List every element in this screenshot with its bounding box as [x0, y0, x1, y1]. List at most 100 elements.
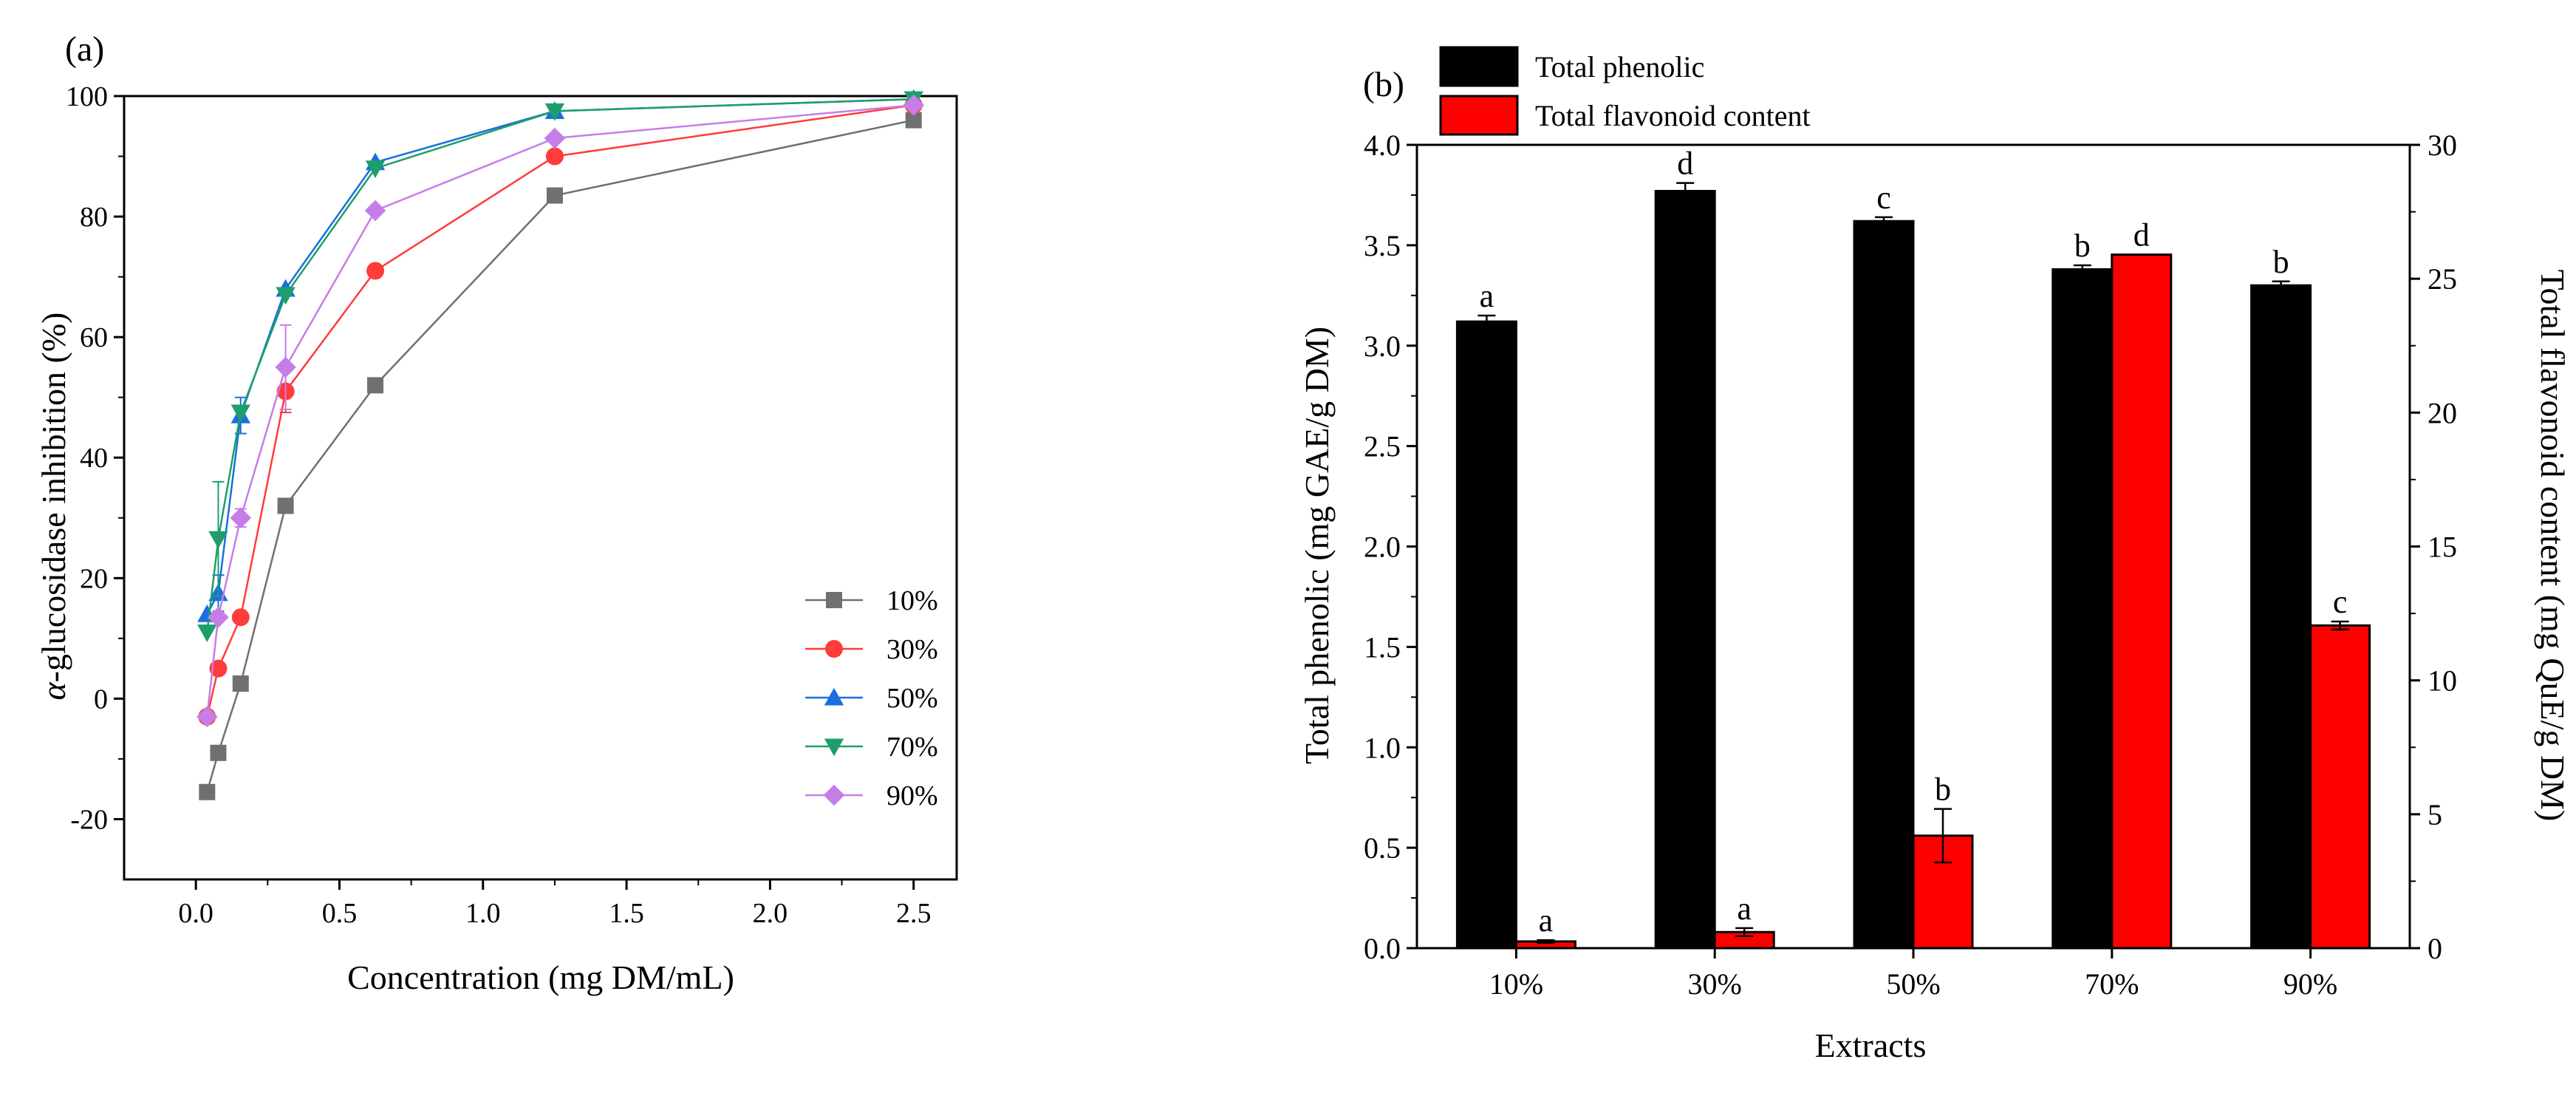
panel-a-data-point-90%	[903, 94, 925, 116]
panel-a-y-tick-label: -20	[70, 804, 108, 835]
panel-b-label: (b)	[1363, 65, 1404, 104]
panel-b-y-tick-label: 3.5	[1364, 229, 1401, 262]
panel-a-data-point-10%	[210, 744, 227, 761]
panel-b-x-tick-label: 30%	[1688, 967, 1742, 1001]
panel-b-x-axis-title: Extracts	[1815, 1026, 1927, 1064]
panel-b-significance-letter: b	[2074, 228, 2091, 264]
panel-a-data-point-70%	[276, 287, 295, 305]
panel-a-data-point-30%	[231, 608, 250, 627]
panel-a-x-tick-label: 1.0	[465, 898, 501, 929]
panel-b-y-tick-label: 2.0	[1364, 531, 1401, 564]
panel-a-y-axis-title: α-glucosidase inhibition (%)	[35, 313, 72, 701]
panel-b-y-tick-label: 1.0	[1364, 731, 1401, 764]
panel-a-x-tick-label: 1.5	[609, 898, 644, 929]
panel-a-y-tick-label: 60	[80, 322, 108, 353]
panel-a-data-point-70%	[365, 160, 386, 179]
panel-b-y-tick-label: 0.5	[1364, 831, 1401, 865]
panel-a-data-point-90%	[230, 507, 252, 529]
panel-a-label: (a)	[65, 30, 104, 69]
panel-a-data-point-70%	[544, 103, 565, 121]
panel-b-plot: 0.0 0.5 1.0 1.5 2.0 2.5 3.0 3.5 4.0 0 5 10 15 20 25 30 1…	[1364, 46, 2457, 1001]
panel-b-legend-label: Total flavonoid content	[1535, 99, 1811, 132]
panel-a-legend-marker	[824, 687, 844, 706]
panel-a-x-tick-label: 0.5	[322, 898, 358, 929]
panel-b-legend-swatch	[1439, 46, 1519, 87]
panel-a-legend-label: 30%	[886, 634, 938, 665]
panel-b-significance-letter: c	[2333, 584, 2348, 620]
panel-a-y-tick-label: 20	[80, 563, 108, 594]
panel-b-bar-Total phenolic	[1654, 190, 1716, 950]
panel-a-series-line-50%	[206, 98, 914, 615]
panel-b-x-tick-label: 70%	[2085, 967, 2139, 1001]
panel-a-series-line-10%	[206, 119, 914, 793]
panel-b-y-axis-title: Total phenolic (mg GAE/g DM)	[1298, 327, 1336, 764]
panel-b-x-tick-label: 10%	[1489, 967, 1543, 1001]
panel-a-data-point-10%	[905, 112, 922, 129]
panel-a-data-point-30%	[545, 147, 564, 166]
panel-a-x-tick-label: 2.5	[896, 898, 932, 929]
panel-a-x-axis-title: Concentration (mg DM/mL)	[347, 958, 734, 996]
panel-a-x-tick-label: 2.0	[753, 898, 788, 929]
panel-a-plot: 0.0 0.5 1.0 1.5 2.0 2.5 -20 0 20 40 60 80 100 10% 30% 5…	[66, 81, 958, 929]
panel-a-y-tick-label: 0	[94, 684, 108, 715]
panel-a-y-tick-label: 40	[80, 443, 108, 474]
panel-a-data-point-10%	[367, 377, 384, 394]
panel-b-significance-letter: d	[2133, 217, 2150, 253]
panel-a-y-tick-label: 100	[66, 81, 108, 112]
panel-a-legend-label: 70%	[886, 732, 938, 763]
panel-b-significance-letter: a	[1737, 891, 1752, 927]
panel-a-legend-label: 10%	[886, 585, 938, 616]
panel-b-bar-Total phenolic	[2250, 284, 2312, 950]
panel-b-y-tick-label: 0.0	[1364, 932, 1401, 965]
panel-a-data-point-90%	[208, 607, 229, 628]
panel-b-y2-axis-title: Total flavonoid content (mg QuE/g DM)	[2534, 270, 2572, 822]
panel-a-legend-marker	[823, 784, 845, 806]
panel-b-significance-letter: b	[2273, 244, 2289, 280]
panel-b-y2-tick-label: 25	[2428, 262, 2457, 296]
panel-a-data-point-90%	[197, 706, 218, 728]
panel-a-legend-label: 90%	[886, 780, 938, 811]
panel-a-y-axis-title-greek: α	[35, 681, 72, 700]
panel-a-data-point-10%	[232, 675, 249, 692]
panel-a-data-point-10%	[277, 497, 294, 514]
panel-a-data-point-70%	[230, 404, 250, 423]
panel-a-y-axis-title-rest: -glucosidase inhibition (%)	[35, 313, 72, 683]
panel-b-bar-Total phenolic	[2051, 268, 2114, 950]
panel-b-y2-tick-label: 30	[2428, 129, 2457, 162]
panel-a-data-point-10%	[546, 187, 563, 204]
panel-a-plot-frame	[123, 95, 958, 881]
panel-a-data-point-90%	[544, 127, 566, 149]
panel-b-y-tick-label: 1.5	[1364, 630, 1401, 664]
panel-a-legend-label: 50%	[886, 683, 938, 714]
panel-b-significance-letter: b	[1935, 772, 1951, 808]
panel-b-y2-tick-label: 15	[2428, 531, 2457, 564]
panel-b-significance-letter: d	[1677, 146, 1693, 182]
panel-a-data-point-30%	[366, 262, 385, 280]
panel-b-y-tick-label: 3.0	[1364, 330, 1401, 363]
panel-b-y2-tick-label: 0	[2428, 932, 2442, 965]
panel-a-data-point-70%	[208, 531, 228, 549]
panel-a-data-point-70%	[197, 624, 217, 642]
panel-b-y2-tick-label: 10	[2428, 664, 2457, 698]
panel-a-data-point-90%	[364, 200, 386, 222]
panel-b-legend-swatch	[1439, 95, 1519, 136]
panel-b-significance-letter: a	[1539, 902, 1554, 939]
panel-b-y-tick-label: 2.5	[1364, 430, 1401, 463]
panel-a-x-tick-label: 0.0	[178, 898, 213, 929]
panel-a-legend-marker	[826, 592, 842, 608]
panel-a-legend-marker	[824, 738, 844, 757]
panel-b-bar-Total flavonoid content	[2111, 253, 2173, 950]
panel-a-data-point-90%	[275, 356, 296, 378]
panel-b-y2-tick-label: 5	[2428, 798, 2442, 831]
panel-a-legend-marker	[825, 640, 843, 658]
panel-b-bar-Total flavonoid content	[2309, 624, 2371, 950]
panel-b-y-tick-label: 4.0	[1364, 129, 1401, 162]
panel-b-significance-letter: a	[1480, 278, 1494, 314]
panel-a-y-tick-label: 80	[80, 202, 108, 233]
panel-b-x-tick-label: 90%	[2283, 967, 2337, 1001]
panel-a-data-point-10%	[199, 783, 216, 800]
panel-b-bar-Total phenolic	[1455, 320, 1517, 950]
panel-b-bar-Total phenolic	[1853, 219, 1915, 950]
